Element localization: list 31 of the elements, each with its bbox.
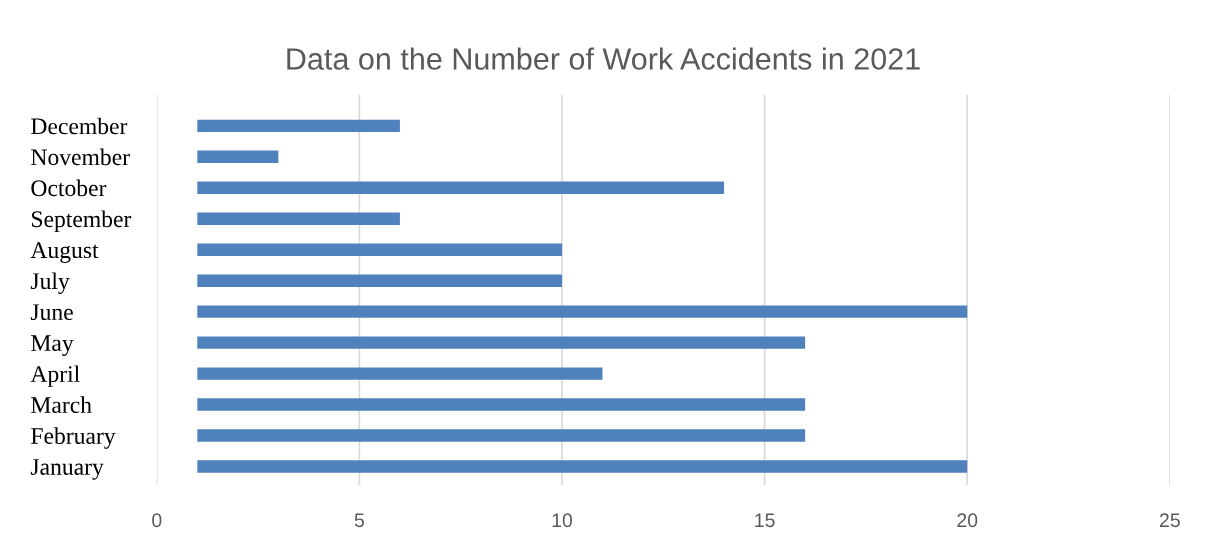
y-tick-label: February bbox=[31, 427, 116, 449]
x-tick-label: 15 bbox=[755, 513, 775, 528]
y-tick-label: January bbox=[30, 459, 104, 480]
y-tick-label: September bbox=[31, 210, 132, 232]
bar bbox=[197, 367, 603, 380]
y-tick-label: July bbox=[30, 272, 70, 294]
y-tick-label: December bbox=[31, 117, 128, 135]
chart-title: Data on the Number of Work Accidents in 2021 bbox=[287, 47, 920, 70]
bar bbox=[197, 305, 968, 318]
bar bbox=[197, 398, 806, 411]
x-tick-label: 10 bbox=[552, 513, 573, 528]
bar bbox=[197, 460, 968, 473]
y-tick-label: May bbox=[31, 335, 74, 356]
bar bbox=[197, 212, 400, 225]
x-tick-label: 5 bbox=[354, 513, 364, 528]
bar bbox=[197, 243, 562, 256]
x-tick-label: 0 bbox=[152, 513, 162, 528]
y-tick-label: June bbox=[30, 304, 73, 321]
y-tick-label: April bbox=[30, 365, 80, 387]
y-tick-label: March bbox=[31, 396, 92, 413]
y-tick-label: November bbox=[31, 148, 130, 166]
bar bbox=[197, 119, 400, 133]
bar bbox=[197, 429, 806, 442]
y-tick-label: October bbox=[31, 179, 107, 197]
bar bbox=[197, 274, 562, 287]
bar bbox=[197, 150, 279, 163]
x-tick-label: 20 bbox=[957, 513, 978, 528]
y-tick-label: August bbox=[30, 242, 99, 263]
x-tick-label: 25 bbox=[1159, 513, 1180, 528]
bar bbox=[197, 181, 725, 194]
bar bbox=[197, 336, 806, 349]
